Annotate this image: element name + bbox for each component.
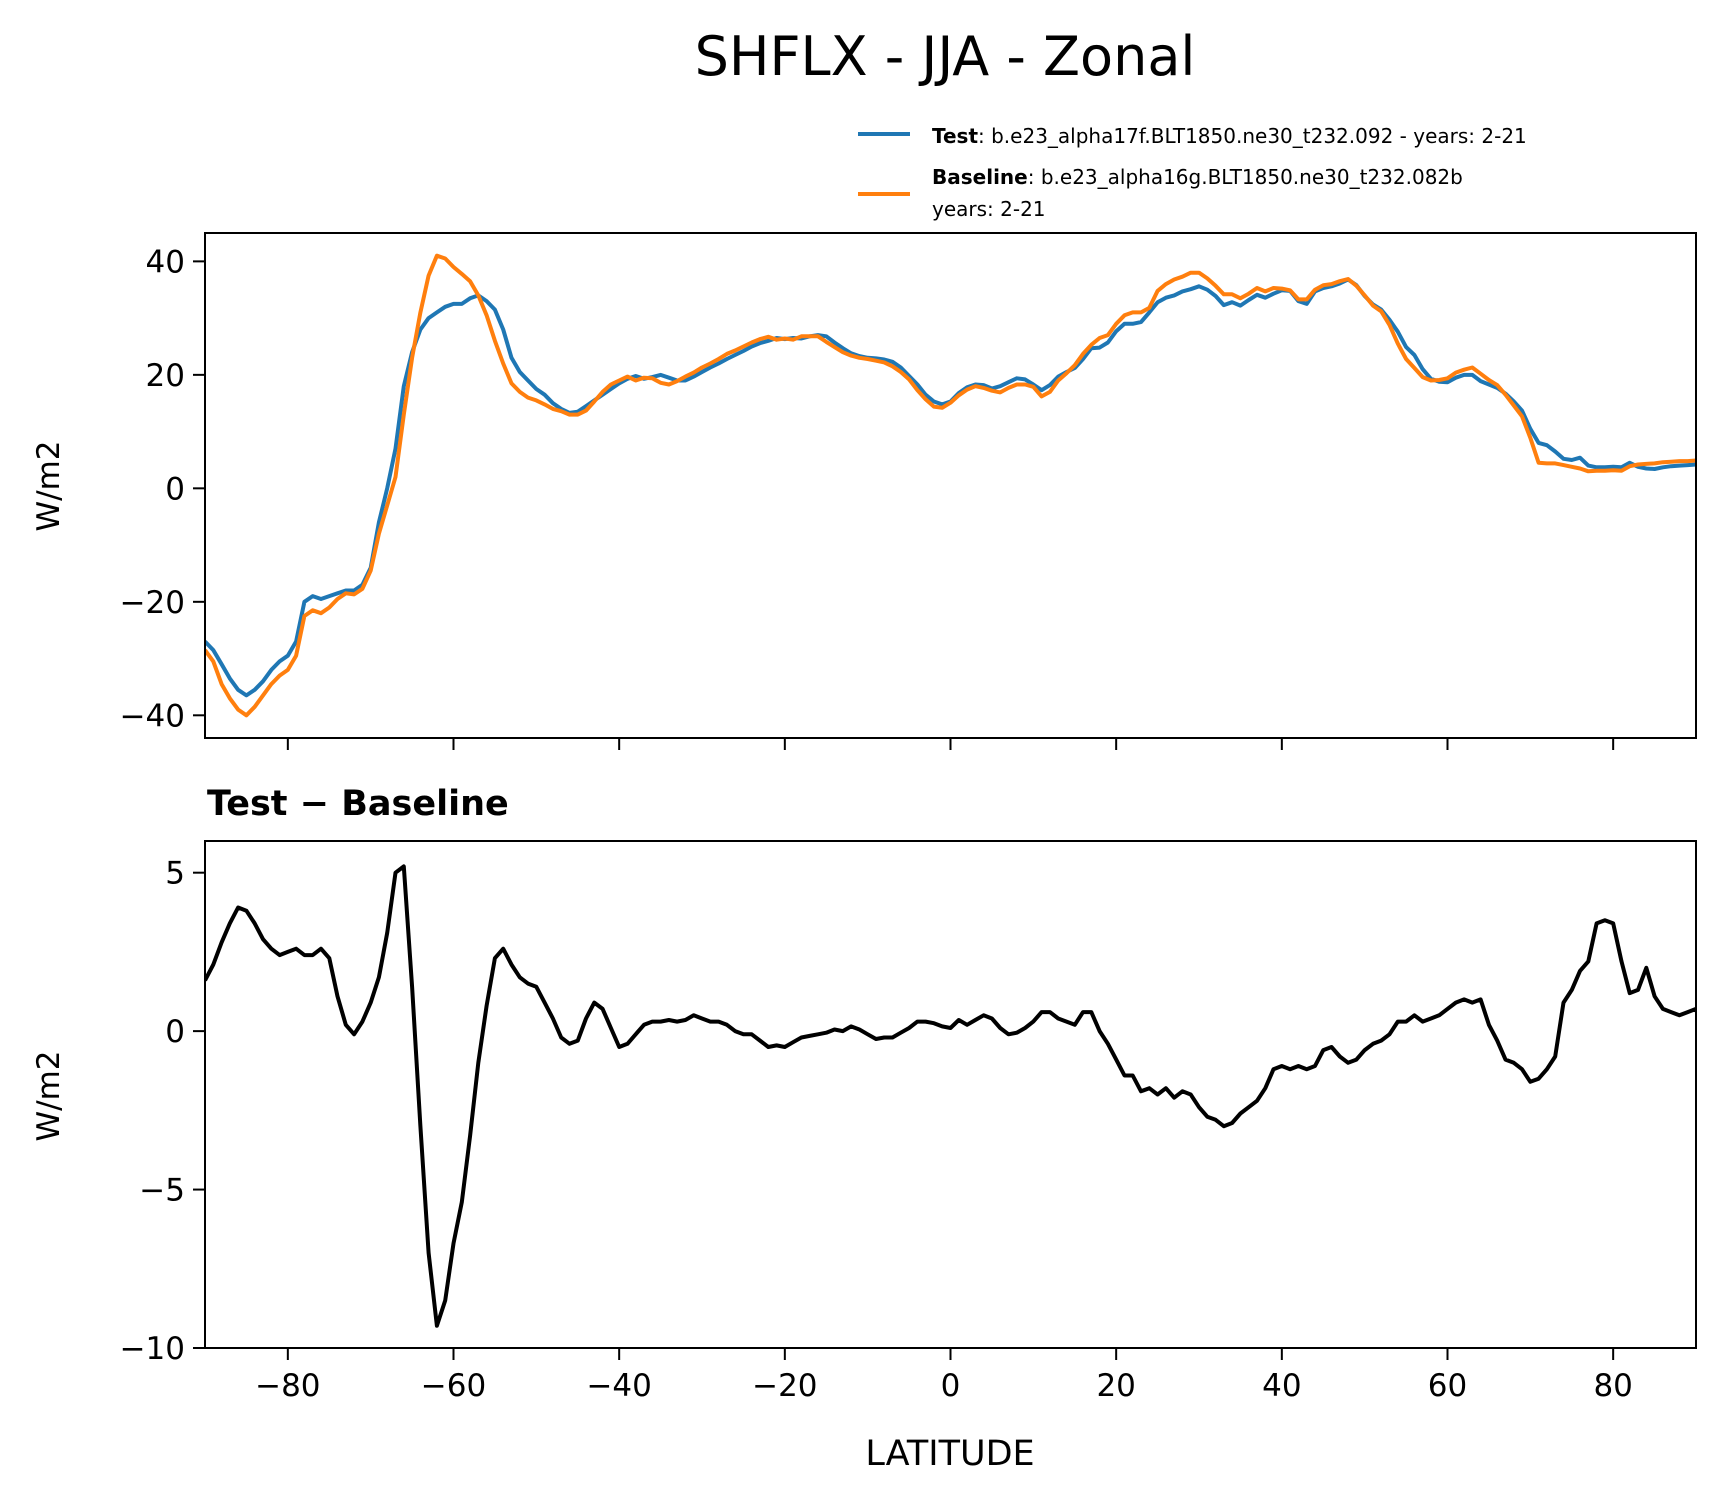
bottom-ytick-label: −5 bbox=[139, 1173, 185, 1209]
legend-baseline-label: Baseline: b.e23_alpha16g.BLT1850.ne30_t2… bbox=[932, 165, 1463, 189]
bottom-panel-xticks: −80 −60 −40 −20 0 20 40 60 80 bbox=[255, 1348, 1633, 1404]
bottom-ytick-label: 0 bbox=[165, 1014, 185, 1050]
bottom-panel-title: Test − Baseline bbox=[207, 784, 509, 824]
legend-baseline-desc: : b.e23_alpha16g.BLT1850.ne30_t232.082b bbox=[1028, 165, 1463, 189]
bottom-xtick-label: −60 bbox=[421, 1368, 486, 1404]
legend-test-label: Test: b.e23_alpha17f.BLT1850.ne30_t232.0… bbox=[932, 124, 1527, 148]
legend-test-name: Test bbox=[932, 124, 978, 148]
bottom-xtick-label: 60 bbox=[1428, 1368, 1467, 1404]
top-ytick-label: −20 bbox=[120, 585, 185, 621]
bottom-panel-series bbox=[205, 864, 1696, 1328]
figure-title: SHFLX - JJA - Zonal bbox=[695, 25, 1196, 88]
bottom-series-difference-line bbox=[205, 864, 1696, 1328]
top-panel-frame bbox=[204, 232, 1697, 739]
bottom-xtick-label: −20 bbox=[752, 1368, 817, 1404]
bottom-ytick-label: −10 bbox=[120, 1331, 185, 1367]
top-ytick-label: 20 bbox=[146, 358, 185, 394]
top-ytick-label: −40 bbox=[120, 698, 185, 734]
bottom-xtick-label: 0 bbox=[941, 1368, 961, 1404]
legend-baseline-name: Baseline bbox=[932, 165, 1028, 189]
bottom-xtick-label: 40 bbox=[1262, 1368, 1301, 1404]
top-ytick-label: 40 bbox=[146, 244, 185, 280]
bottom-panel-yticks: −10 −5 0 5 bbox=[120, 856, 205, 1367]
top-series-test-line bbox=[205, 277, 1696, 698]
top-series-baseline-line bbox=[205, 253, 1696, 718]
top-ytick-label: 0 bbox=[165, 471, 185, 507]
legend-test-desc: : b.e23_alpha17f.BLT1850.ne30_t232.092 -… bbox=[978, 124, 1527, 148]
bottom-panel: Test − Baseline W/m2 −10 −5 0 5 −80 −60 −40 −2… bbox=[31, 784, 1697, 1474]
bottom-xtick-label: 20 bbox=[1096, 1368, 1135, 1404]
legend: Test: b.e23_alpha17f.BLT1850.ne30_t232.0… bbox=[858, 124, 1527, 221]
top-panel-xticks bbox=[286, 738, 1615, 750]
top-panel-series bbox=[205, 253, 1696, 718]
bottom-xtick-label: 80 bbox=[1593, 1368, 1632, 1404]
bottom-panel-xlabel: LATITUDE bbox=[865, 1434, 1034, 1474]
top-panel: W/m2 −40 −20 0 20 40 bbox=[31, 232, 1697, 750]
legend-baseline-years: years: 2-21 bbox=[932, 197, 1046, 221]
bottom-panel-frame bbox=[204, 840, 1697, 1349]
bottom-ytick-label: 5 bbox=[165, 856, 185, 892]
top-panel-ylabel: W/m2 bbox=[31, 440, 67, 531]
bottom-xtick-label: −80 bbox=[255, 1368, 320, 1404]
bottom-panel-ylabel: W/m2 bbox=[31, 1050, 67, 1141]
top-panel-yticks: −40 −20 0 20 40 bbox=[120, 244, 205, 734]
bottom-xtick-label: −40 bbox=[586, 1368, 651, 1404]
